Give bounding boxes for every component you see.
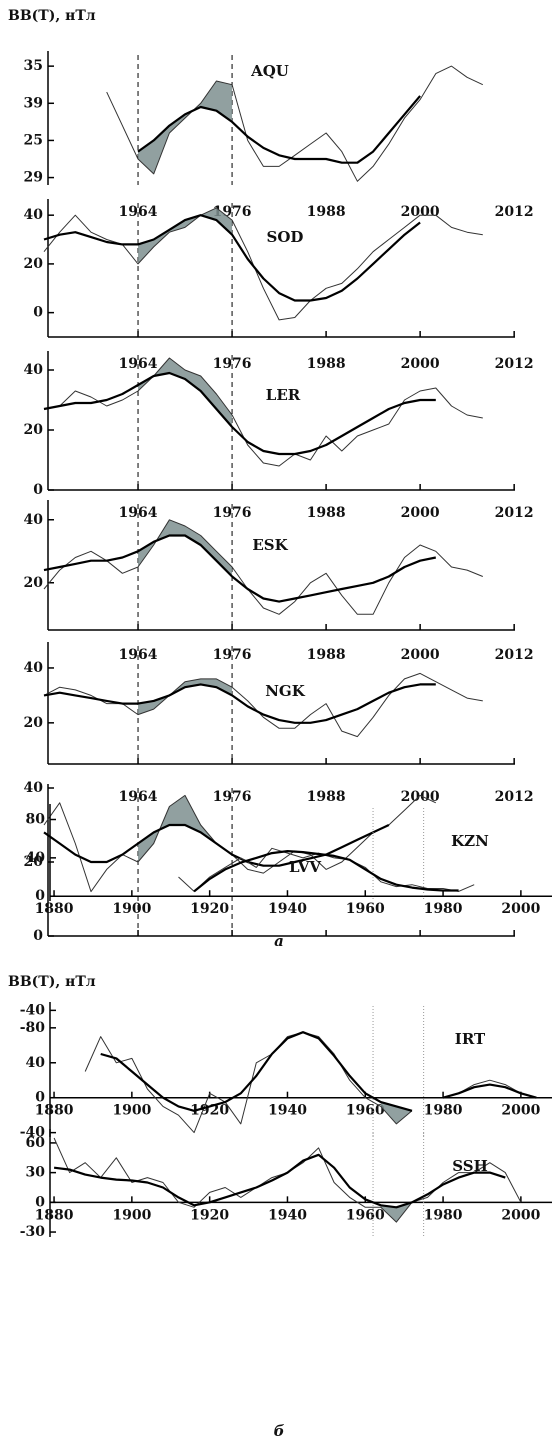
shaded-area	[138, 207, 233, 264]
smooth-line	[53, 1153, 506, 1209]
x-tick-label: 1960	[346, 901, 385, 917]
y-tick-label: 0	[35, 1090, 45, 1106]
x-tick-label: 2000	[401, 356, 440, 372]
x-tick-label: 1988	[307, 505, 346, 521]
y-tick-label: 30	[26, 1165, 46, 1181]
x-tick-label: 1988	[307, 204, 346, 220]
x-tick-label: 1980	[424, 1207, 463, 1223]
x-tick-label: 2000	[501, 1207, 540, 1223]
raw-line	[43, 519, 483, 615]
x-tick-label: 2012	[495, 356, 534, 372]
x-tick-label: 1980	[424, 901, 463, 917]
y-tick-label: 40	[26, 850, 46, 866]
x-tick-label: 1980	[424, 1103, 463, 1119]
raw-line	[106, 65, 484, 182]
y-tick-label: 0	[35, 888, 45, 904]
x-tick-label: 1988	[307, 647, 346, 663]
panel-title: LVV	[289, 858, 321, 876]
x-tick-label: 1988	[307, 356, 346, 372]
panel-title: SSH	[452, 1157, 488, 1175]
caption: б	[274, 1422, 285, 1440]
y-tick-label: 40	[24, 512, 44, 528]
y-tick-label: 0	[33, 305, 43, 321]
x-tick-label: 2012	[495, 789, 534, 805]
y-tick-label: -40	[20, 1002, 46, 1018]
shaded-area	[138, 358, 233, 427]
smooth-line	[43, 823, 390, 867]
smooth-line	[137, 95, 421, 164]
y-tick-label: 40	[24, 362, 44, 378]
x-tick-label: 1940	[268, 1103, 307, 1119]
y-tick-label: 40	[26, 1055, 46, 1071]
x-tick-label: 1940	[268, 901, 307, 917]
x-tick-label: 1880	[35, 901, 74, 917]
y-tick-label: 40	[24, 660, 44, 676]
raw-line	[43, 357, 483, 467]
y-tick-label: 0	[33, 928, 43, 944]
x-tick-label: 1988	[307, 789, 346, 805]
x-tick-label: 2012	[495, 505, 534, 521]
x-tick-label: 1960	[346, 1103, 385, 1119]
panel-title: NGK	[265, 682, 306, 700]
y-tick-label: 20	[24, 715, 44, 731]
y-tick-label: 25	[24, 132, 43, 148]
y-tick-label: 20	[24, 256, 44, 272]
x-tick-label: 2000	[401, 204, 440, 220]
smooth-line	[43, 371, 436, 456]
raw-line	[43, 672, 483, 738]
x-tick-label: 1880	[35, 1103, 74, 1119]
x-tick-label: 1920	[190, 1207, 229, 1223]
x-tick-label: 1920	[190, 1103, 229, 1119]
y-tick-label: -40	[20, 1125, 46, 1141]
shaded-area	[138, 795, 233, 862]
y-tick-label: 35	[24, 58, 43, 74]
smooth-line	[43, 534, 437, 603]
x-tick-label: 1960	[346, 1207, 385, 1223]
y-tick-label: 0	[35, 1194, 45, 1210]
smooth-line	[193, 850, 459, 893]
y-tick-label: 20	[24, 854, 44, 870]
x-tick-label: 1900	[112, 901, 151, 917]
smooth-line	[100, 1031, 537, 1112]
y-axis-label: BB(T), нТл	[8, 8, 96, 24]
x-tick-label: 1880	[35, 1207, 74, 1223]
y-tick-label: 40	[24, 780, 44, 796]
panel-title: IRT	[455, 1030, 486, 1048]
shaded-area	[138, 519, 233, 577]
x-tick-label: 2000	[401, 505, 440, 521]
panel-title: KZN	[451, 832, 489, 850]
x-tick-label: 2000	[501, 1103, 540, 1119]
caption: а	[274, 932, 284, 950]
panel-title: ESK	[252, 536, 288, 554]
y-tick-label: 60	[26, 1135, 46, 1151]
shaded-area	[138, 81, 233, 174]
y-tick-label: 20	[24, 422, 44, 438]
x-tick-label: 2012	[495, 204, 534, 220]
panel-title: LER	[266, 386, 301, 404]
y-tick-label: 80	[26, 812, 46, 828]
x-tick-label: 2000	[401, 647, 440, 663]
smooth-line	[43, 683, 436, 724]
panel-title: SOD	[267, 228, 304, 246]
y-tick-label: 40	[24, 207, 44, 223]
y-tick-label: -80	[20, 1020, 46, 1036]
panel-title: AQU	[250, 62, 289, 80]
x-tick-label: 2000	[401, 789, 440, 805]
x-tick-label: 2000	[501, 901, 540, 917]
y-axis-label: BB(T), нТл	[8, 974, 96, 990]
x-tick-label: 2012	[495, 647, 534, 663]
smooth-line	[43, 214, 421, 302]
y-tick-label: -30	[20, 1224, 46, 1240]
shaded-area	[380, 1102, 412, 1124]
y-tick-label: 0	[33, 482, 43, 498]
y-tick-label: 20	[24, 575, 44, 591]
x-tick-label: 1920	[190, 901, 229, 917]
y-tick-label: 29	[24, 170, 43, 186]
x-tick-label: 1940	[268, 1207, 307, 1223]
y-tick-label: 39	[24, 95, 43, 111]
x-tick-label: 1900	[112, 1207, 151, 1223]
x-tick-label: 1900	[112, 1103, 151, 1119]
